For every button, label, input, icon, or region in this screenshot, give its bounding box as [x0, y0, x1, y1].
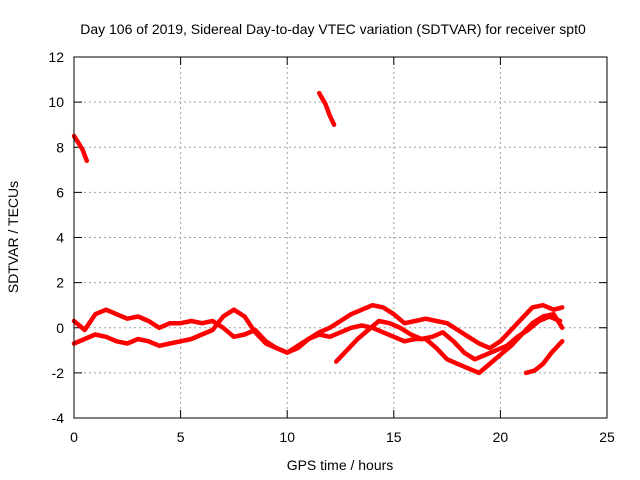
x-tick-label: 10	[279, 429, 295, 445]
y-tick-labels: -4 -2 0 2 4 6 8 10 12	[48, 49, 64, 426]
series-line-arc-3	[71, 302, 565, 355]
y-axis-label: SDTVAR / TECUs	[5, 181, 21, 293]
series-line-arc-2	[316, 90, 337, 127]
data-series	[71, 90, 565, 376]
y-tick-label: 6	[56, 184, 64, 200]
series-line-arc-6	[523, 339, 565, 376]
x-tick-label: 15	[386, 429, 402, 445]
y-tick-label: 12	[48, 49, 64, 65]
x-tick-labels: 0 5 10 15 20 25	[70, 429, 615, 445]
series-line-arc-5	[333, 314, 563, 364]
chart-title: Day 106 of 2019, Sidereal Day-to-day VTE…	[80, 21, 586, 37]
x-tick-label: 25	[599, 429, 615, 445]
series-line-arc-4	[71, 307, 565, 376]
x-tick-label: 20	[493, 429, 509, 445]
x-tick-label: 0	[70, 429, 78, 445]
grid-lines	[74, 57, 607, 418]
y-tick-label: -2	[52, 365, 65, 381]
plot-frame	[73, 56, 608, 419]
y-tick-label: 2	[56, 275, 64, 291]
x-tick-label: 5	[177, 429, 185, 445]
y-tick-label: 8	[56, 139, 64, 155]
y-tick-label: 0	[56, 320, 64, 336]
y-tick-label: 4	[56, 230, 64, 246]
y-tick-label: -4	[52, 410, 65, 426]
x-axis-label: GPS time / hours	[287, 457, 394, 473]
y-tick-label: 10	[48, 94, 64, 110]
series-line-arc-1	[71, 133, 90, 164]
